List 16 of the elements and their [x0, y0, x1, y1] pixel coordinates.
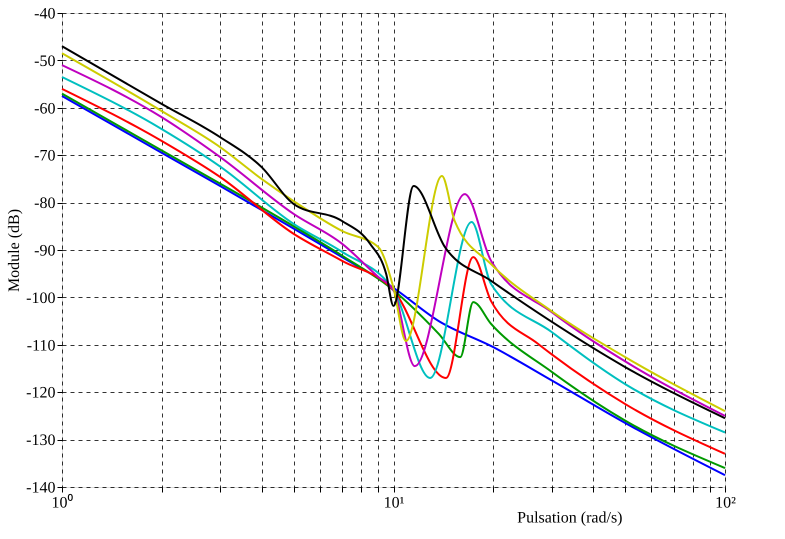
y-tick-label: -50 — [34, 52, 56, 70]
y-tick-label: -120 — [26, 384, 56, 402]
y-tick-label: -140 — [26, 480, 56, 496]
x-tick-label: 10¹ — [384, 494, 405, 512]
y-tick-label: -90 — [34, 242, 56, 260]
y-axis-title: Module (dB) — [6, 208, 24, 292]
y-tick-label: -100 — [26, 290, 56, 307]
y-tick-label: -70 — [34, 148, 56, 165]
y-tick-label: -130 — [26, 432, 56, 450]
y-tick-label: -80 — [34, 195, 56, 212]
x-tick-label: 10⁰ — [52, 494, 74, 512]
y-tick-label: -40 — [34, 6, 56, 22]
x-axis-title: Pulsation (rad/s) — [517, 510, 622, 526]
x-tick-label: 10² — [715, 494, 736, 512]
y-tick-label: -110 — [26, 337, 56, 354]
y-tick-label: -60 — [34, 100, 56, 118]
